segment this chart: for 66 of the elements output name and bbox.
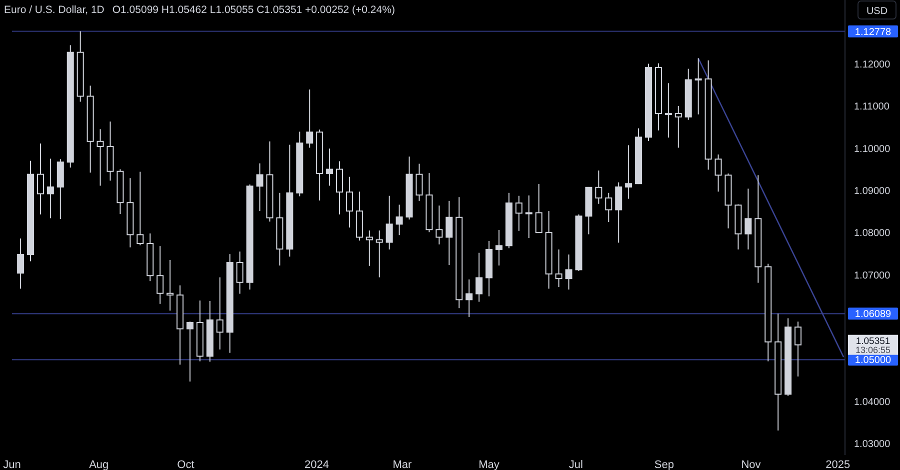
- candlestick: [744, 188, 752, 250]
- y-tick-label: 1.04000: [854, 397, 891, 408]
- x-tick-label: Jun: [3, 458, 21, 470]
- y-tick-label: 1.03000: [854, 439, 891, 450]
- candlestick: [436, 205, 443, 245]
- candlestick: [376, 230, 383, 278]
- x-tick-label: Aug: [89, 458, 109, 470]
- candlestick: [136, 171, 144, 246]
- candlestick: [336, 160, 344, 215]
- candlestick: [495, 230, 502, 266]
- y-tick-label: 1.10000: [854, 144, 891, 155]
- x-tick-label: 2025: [826, 458, 850, 470]
- x-tick-label: Mar: [392, 458, 412, 470]
- candlestick: [525, 194, 532, 239]
- candlestick: [446, 200, 453, 266]
- candlestick: [186, 321, 194, 382]
- candlestick: [366, 230, 373, 266]
- candlestick: [346, 176, 353, 228]
- x-tick-label: Oct: [177, 458, 194, 470]
- candlestick: [216, 276, 224, 350]
- text: 1.05351: [856, 336, 890, 347]
- ref-line-label: 1.05000: [854, 355, 892, 366]
- y-tick-label: 1.07000: [854, 270, 891, 282]
- candlestick: [794, 321, 802, 377]
- ref-line-label: 1.06089: [854, 309, 892, 320]
- x-tick-label: Nov: [741, 458, 762, 470]
- ref-line-label: 1.12778: [854, 26, 892, 38]
- candlestick: [36, 143, 44, 215]
- x-tick-label: Jul: [568, 458, 583, 470]
- chart-subtitle: O1.05099 H1.05462 L1.05055 C1.05351 +0.00252 (+0.24%): [112, 4, 395, 16]
- candlestick: [96, 128, 104, 186]
- x-tick-label: Sep: [654, 458, 674, 470]
- x-tick-label: May: [478, 458, 500, 470]
- candlestick: [615, 182, 622, 244]
- candlestick: [256, 162, 264, 212]
- candlestick: [714, 154, 722, 192]
- y-tick-label: 1.09000: [854, 186, 891, 197]
- candlestick: [466, 278, 473, 318]
- candlestick: [17, 238, 24, 290]
- candlestick: [605, 192, 612, 223]
- candlestick: [166, 260, 174, 312]
- text: 13:06:55: [855, 344, 891, 355]
- candlestick: [386, 195, 393, 250]
- candlestick: [396, 204, 403, 236]
- candlestick: [674, 105, 682, 148]
- x-tick-label: 2024: [304, 458, 329, 470]
- candlestick: [625, 144, 632, 200]
- candlestick: [664, 82, 672, 138]
- candlestick: [515, 195, 522, 232]
- y-tick-label: 1.08000: [854, 228, 891, 240]
- candlestick: [595, 170, 602, 204]
- candlestick: [236, 251, 244, 294]
- candlestick: [156, 246, 164, 304]
- candlestick: [535, 184, 542, 234]
- candlestick: [326, 148, 334, 186]
- candlestick: [306, 88, 314, 148]
- y-tick-label: 1.11000: [854, 102, 890, 113]
- candlestick: [694, 58, 702, 115]
- y-tick-label: 1.12000: [854, 59, 891, 70]
- candlestick: [46, 158, 54, 219]
- candlestick: [555, 248, 562, 288]
- y-axis-title: USD: [866, 6, 888, 17]
- candlestick: [416, 163, 423, 202]
- chart-title: Euro / U.S. Dollar, 1D: [4, 4, 105, 16]
- candlestick: [565, 254, 572, 290]
- candlestick: [476, 252, 483, 302]
